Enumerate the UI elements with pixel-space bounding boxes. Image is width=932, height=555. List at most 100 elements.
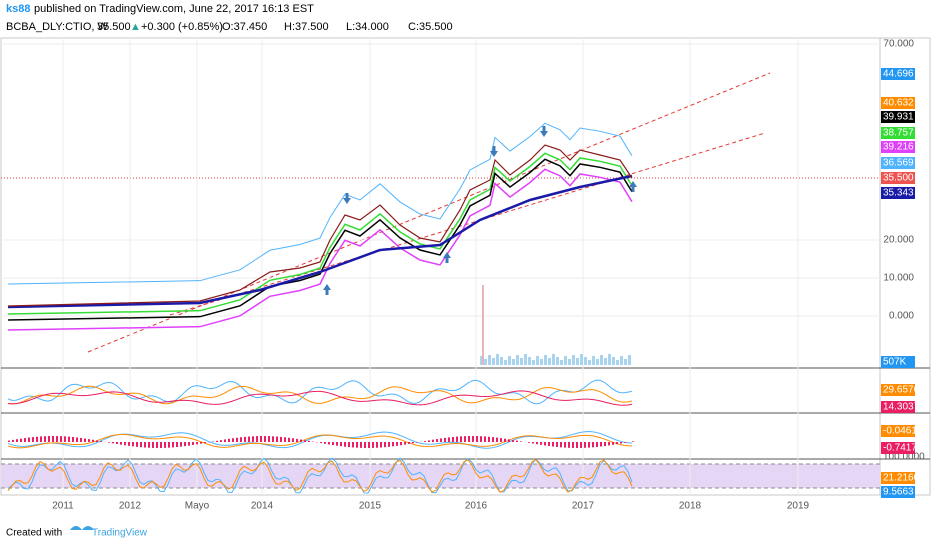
volume-bar <box>528 357 531 365</box>
volume-bar <box>592 356 595 365</box>
macd-hist <box>556 442 558 447</box>
macd-hist <box>168 442 170 448</box>
macd-hist <box>76 437 78 442</box>
author[interactable]: ks88 <box>6 3 30 15</box>
macd-hist <box>512 440 514 442</box>
price-badge-text: 14.3037 <box>883 402 920 413</box>
symbol: BCBA_DLY:CTIO, W <box>6 21 108 33</box>
volume-bar <box>536 356 539 365</box>
macd-hist <box>28 438 30 442</box>
macd-hist <box>460 436 462 442</box>
macd-hist <box>388 442 390 447</box>
time-label: Mayo <box>185 501 210 512</box>
macd-hist <box>100 441 102 442</box>
price-badge-text: 21.2160 <box>883 473 920 484</box>
macd-hist <box>476 436 478 442</box>
macd-hist <box>444 438 446 442</box>
macd-hist <box>436 439 438 442</box>
price-tick: 0.000 <box>889 311 914 322</box>
macd-hist <box>260 436 262 442</box>
time-label: 2015 <box>359 501 382 512</box>
macd-hist <box>376 442 378 448</box>
macd-hist <box>116 442 118 444</box>
macd-hist <box>380 442 382 448</box>
macd-hist <box>276 437 278 442</box>
macd-hist <box>604 442 606 446</box>
macd-hist <box>496 438 498 442</box>
macd-hist <box>232 438 234 442</box>
macd-hist <box>328 442 330 444</box>
macd-hist <box>352 442 354 447</box>
macd-hist <box>488 437 490 442</box>
time-label: 2014 <box>251 501 274 512</box>
macd-hist <box>452 437 454 442</box>
macd-hist <box>132 442 134 446</box>
macd-hist <box>264 436 266 442</box>
macd-hist <box>300 440 302 442</box>
macd-hist <box>592 442 594 447</box>
ohlc-value: O:37.450 <box>222 21 267 33</box>
macd-hist <box>612 442 614 445</box>
macd-hist <box>516 441 518 442</box>
macd-hist <box>560 442 562 447</box>
macd-hist <box>440 438 442 442</box>
macd-hist <box>152 442 154 448</box>
price-tick: 10.000 <box>883 273 914 284</box>
price-badge-text: 38.757 <box>883 128 914 139</box>
volume-bar <box>564 356 567 365</box>
macd-hist <box>160 442 162 448</box>
brand[interactable]: TradingView <box>92 528 148 539</box>
macd-hist <box>40 436 42 442</box>
macd-hist <box>564 442 566 448</box>
macd-hist <box>164 442 166 448</box>
up-arrow: ▲ <box>130 21 141 33</box>
macd-hist <box>156 442 158 448</box>
volume-bar <box>484 359 487 365</box>
macd-hist <box>48 436 50 442</box>
macd-hist <box>12 440 14 442</box>
volume-bar <box>588 360 591 365</box>
volume-bar <box>624 359 627 365</box>
price-badge-text: 39.216 <box>883 142 914 153</box>
macd-hist <box>184 442 186 446</box>
macd-hist <box>540 442 542 445</box>
ohlc-value: H:37.500 <box>284 21 329 33</box>
volume-bar <box>488 355 491 365</box>
macd-hist <box>548 442 550 446</box>
macd-hist <box>432 440 434 442</box>
macd-hist <box>320 442 322 443</box>
macd-hist <box>296 439 298 442</box>
price-tick: 70.000 <box>883 39 914 50</box>
macd-hist <box>144 442 146 448</box>
macd-hist <box>384 442 386 447</box>
macd-hist <box>552 442 554 447</box>
macd-hist <box>180 442 182 447</box>
volume-bar <box>512 359 515 365</box>
volume-bar <box>482 285 484 365</box>
volume-bar <box>608 354 611 365</box>
macd-hist <box>308 441 310 442</box>
macd-hist <box>464 436 466 442</box>
macd-hist <box>408 442 410 444</box>
macd-hist <box>288 438 290 442</box>
macd-hist <box>128 442 130 446</box>
time-label: 2012 <box>119 501 142 512</box>
macd-hist <box>404 442 406 445</box>
macd-hist <box>228 439 230 442</box>
price-badge-text: 29.6576 <box>883 385 920 396</box>
change: +0.300 (+0.85%) <box>141 21 223 33</box>
macd-hist <box>284 437 286 442</box>
macd-hist <box>244 437 246 442</box>
price-badge-text: 507K <box>883 357 907 368</box>
price-badge-text: 9.5663 <box>883 487 914 498</box>
macd-hist <box>96 440 98 442</box>
macd-hist <box>600 442 602 447</box>
macd-hist <box>412 442 414 443</box>
time-label: 2016 <box>465 501 488 512</box>
volume-bar <box>508 356 511 365</box>
macd-hist <box>372 442 374 448</box>
macd-hist <box>268 436 270 442</box>
volume-bar <box>560 360 563 365</box>
volume-bar <box>572 355 575 365</box>
